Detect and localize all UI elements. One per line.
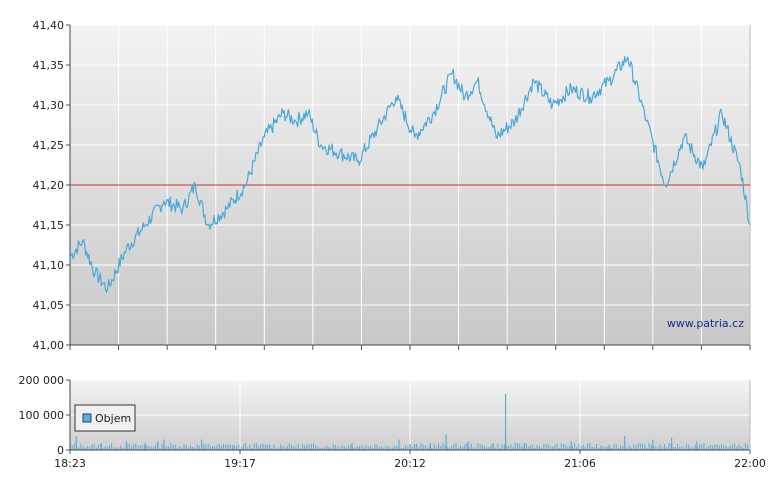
volume-legend: Objem [74,404,136,432]
volume-y-tick-label: 0 [57,444,64,457]
volume-y-tick-label: 200 000 [19,374,65,387]
x-tick-label: 21:06 [564,457,596,470]
y-tick-label: 41,35 [33,59,65,72]
y-tick-label: 41,05 [33,299,65,312]
legend-swatch [82,413,92,423]
price-chart: 41,00 41,05 41,10 41,15 41,20 41,25 41,30 41,35… [33,19,751,352]
chart-container: 41,00 41,05 41,10 41,15 41,20 41,25 41,30 41,35… [19,19,766,470]
y-tick-label: 41,00 [33,339,65,352]
legend-label: Objem [95,412,131,425]
x-tick-label: 20:12 [394,457,426,470]
volume-chart: 0 100 000 200 000 18:23 19:17 20:12 21:06 22:00… [19,374,766,470]
volume-y-tick-label: 100 000 [19,409,65,422]
x-tick-label: 18:23 [54,457,86,470]
y-tick-label: 41,10 [33,259,65,272]
watermark: www.patria.cz [667,317,744,330]
x-tick-label: 22:00 [734,457,766,470]
y-tick-label: 41,15 [33,219,65,232]
y-tick-label: 41,25 [33,139,65,152]
x-tick-label: 19:17 [224,457,256,470]
price-series-line [69,56,751,293]
y-tick-label: 41,30 [33,99,65,112]
y-tick-label: 41,20 [33,179,65,192]
y-tick-label: 41,40 [33,19,65,32]
